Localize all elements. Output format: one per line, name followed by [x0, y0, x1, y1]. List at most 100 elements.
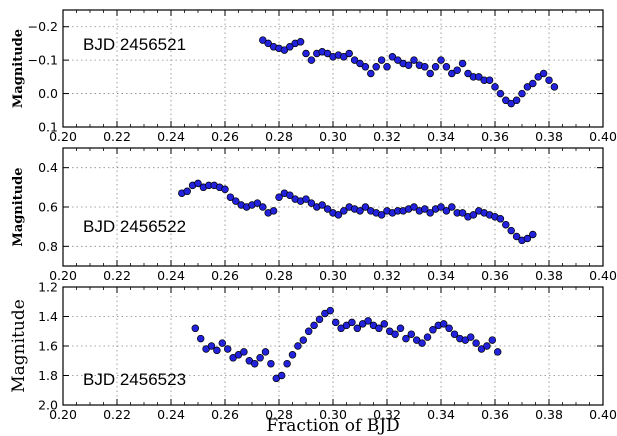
x-tick-label: 0.20: [49, 129, 77, 144]
data-point: [240, 348, 248, 356]
data-point: [353, 324, 362, 333]
data-point: [350, 56, 359, 64]
data-point: [372, 63, 380, 71]
data-point: [439, 320, 448, 328]
data-point: [221, 185, 229, 194]
x-tick-label: 0.22: [103, 129, 131, 144]
x-tick-label: 0.36: [481, 129, 509, 144]
data-point: [491, 83, 499, 91]
data-point: [534, 73, 542, 81]
data-point: [529, 230, 537, 239]
x-tick-label: 0.24: [157, 407, 185, 422]
data-point: [367, 69, 375, 78]
y-tick-label: −0.1: [28, 53, 58, 68]
data-point: [296, 38, 305, 46]
data-point: [302, 49, 310, 58]
data-point: [326, 306, 335, 315]
data-point: [496, 215, 505, 223]
x-tick-label: 0.34: [427, 407, 455, 422]
data-point: [340, 207, 348, 215]
y-tick-label: 0.0: [38, 86, 58, 101]
data-point: [448, 69, 456, 78]
data-point: [299, 336, 308, 344]
data-point: [485, 76, 494, 84]
data-point: [277, 371, 286, 380]
data-point: [269, 207, 278, 215]
x-tick-label: 0.40: [589, 407, 617, 422]
data-point: [529, 79, 537, 88]
data-point: [431, 63, 440, 71]
data-point: [472, 339, 480, 347]
x-tick-label: 0.22: [103, 407, 131, 422]
x-tick-label: 0.38: [535, 268, 563, 283]
data-point: [502, 220, 510, 229]
data-point: [286, 43, 294, 51]
y-tick-label: 0.1: [38, 120, 58, 135]
data-point: [488, 336, 497, 344]
y-tick-label: 1.6: [38, 339, 58, 354]
x-tick-label: 0.28: [265, 268, 293, 283]
data-point: [410, 203, 418, 211]
data-point: [512, 232, 521, 241]
data-point: [264, 39, 272, 48]
x-tick-label: 0.32: [373, 268, 401, 283]
data-point: [523, 234, 532, 243]
data-point: [380, 320, 389, 328]
data-point: [318, 201, 326, 209]
x-tick-label: 0.30: [319, 268, 347, 283]
data-point: [267, 359, 275, 368]
data-point: [286, 191, 294, 199]
x-tick-label: 0.28: [265, 407, 293, 422]
data-point: [418, 339, 426, 347]
data-point: [250, 359, 259, 368]
data-point: [334, 211, 343, 219]
x-tick-label: 0.30: [319, 129, 347, 144]
data-point: [442, 63, 451, 71]
panel-1: 0.20 0.22 0.24 0.26 0.28 0.30 0.32 0.34 0.36 0.38…: [11, 9, 617, 144]
y-tick-label: 1.4: [38, 309, 58, 324]
data-point: [275, 193, 283, 201]
data-point: [466, 333, 475, 341]
x-tick-label: 0.28: [265, 129, 293, 144]
y-axis-label: Magnitude: [11, 167, 26, 246]
data-point: [458, 59, 467, 68]
data-point: [429, 326, 437, 334]
x-tick-label: 0.24: [157, 129, 185, 144]
panel-label: BJD 2456523: [83, 370, 186, 389]
data-point: [396, 324, 405, 333]
data-point: [356, 59, 364, 68]
data-point: [207, 342, 216, 350]
data-point: [518, 89, 526, 98]
y-tick-label: 2.0: [38, 398, 58, 413]
panel-2: 0.20 0.22 0.24 0.26 0.28 0.30 0.32 0.34 0.36 0.38…: [11, 147, 617, 283]
data-point: [261, 348, 270, 356]
y-tick-label: 1.8: [38, 368, 58, 383]
data-point: [356, 207, 364, 215]
data-point: [507, 99, 515, 108]
data-point: [407, 330, 416, 338]
data-point: [377, 56, 386, 64]
y-tick-label: 1.2: [38, 280, 58, 295]
data-point: [448, 203, 456, 211]
data-point: [523, 83, 532, 91]
data-point: [345, 49, 353, 58]
x-tick-label: 0.20: [49, 407, 77, 422]
data-point: [364, 317, 372, 325]
data-point: [545, 76, 553, 84]
y-tick-label: −0.2: [28, 19, 58, 34]
x-tick-label: 0.32: [373, 407, 401, 422]
x-tick-label: 0.30: [319, 407, 347, 422]
data-point: [442, 207, 451, 215]
data-point: [213, 346, 221, 355]
data-point: [280, 46, 289, 54]
data-point: [288, 351, 297, 359]
data-point: [402, 334, 410, 343]
y-tick-label: 0.6: [38, 200, 58, 215]
data-point: [323, 205, 332, 213]
x-tick-label: 0.20: [49, 268, 77, 283]
data-point: [226, 193, 235, 201]
data-point: [232, 197, 240, 205]
data-point: [307, 56, 316, 64]
data-point: [375, 324, 383, 333]
